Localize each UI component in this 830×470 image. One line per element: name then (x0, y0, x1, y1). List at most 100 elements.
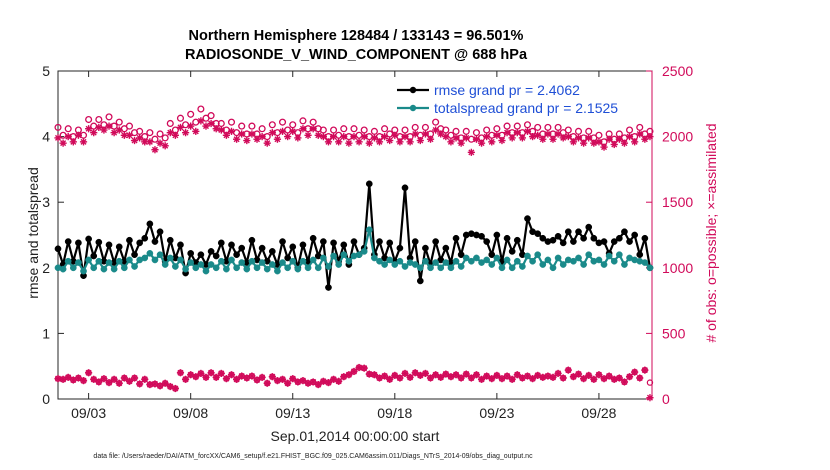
series-rmse-point (615, 234, 623, 242)
series-rmse-point (64, 238, 72, 245)
series-assimilated-obs (54, 117, 654, 156)
assimilated-obs-point (391, 131, 399, 139)
series-totalspread-point (325, 263, 332, 270)
possible-obs-point (350, 125, 358, 133)
series-rmse-point (416, 277, 424, 285)
data-file-footnote: data file: /Users/raeder/DAI/ATM_forcXX/… (93, 453, 533, 460)
series-totalspread-point (75, 259, 82, 266)
assimilated-obs-point (202, 122, 210, 130)
possible-obs-point (472, 129, 481, 137)
series-rmse-point (350, 238, 358, 245)
series-rmse-point (299, 241, 307, 249)
series-rmse-point (126, 236, 133, 244)
legend-rmse-marker (409, 86, 417, 94)
assimilated-obs-lower-point (79, 377, 88, 385)
assimilated-obs-lower-point (233, 375, 241, 383)
series-rmse-point (483, 238, 491, 245)
assimilated-obs-point (523, 127, 532, 135)
assimilated-obs-point (156, 139, 164, 147)
series-totalspread-point (146, 250, 154, 257)
series-rmse-point (478, 232, 485, 240)
series-totalspread-point (279, 259, 286, 266)
assimilated-obs-lower-point (156, 382, 164, 390)
series-totalspread-point (131, 263, 138, 270)
assimilated-obs-point (130, 136, 139, 145)
assimilated-obs-lower-point (508, 375, 516, 383)
assimilated-obs-point (222, 131, 231, 139)
series-totalspread-point (401, 263, 409, 270)
series-rmse-point (207, 248, 215, 255)
possible-obs-point (258, 125, 266, 133)
assimilated-obs-point (171, 131, 179, 139)
assimilated-obs-point (544, 130, 552, 138)
possible-obs-point (217, 119, 225, 128)
assimilated-obs-lower-point (171, 384, 179, 393)
assimilated-obs-point (115, 126, 123, 134)
series-totalspread-point (284, 264, 291, 272)
assimilated-obs-lower-point (217, 369, 225, 378)
series-rmse-point (401, 184, 409, 192)
assimilated-obs-point (564, 133, 572, 141)
series-totalspread-point (432, 259, 439, 266)
series-totalspread-point (187, 259, 195, 266)
series-totalspread-point (320, 254, 327, 262)
y-tick-label-right: 500 (662, 325, 686, 341)
possible-obs-point (268, 121, 276, 129)
assimilated-obs-lower-point (554, 369, 562, 378)
assimilated-obs-lower-point (544, 372, 552, 380)
possible-obs-point (411, 123, 419, 131)
assimilated-obs-point (212, 125, 220, 133)
assimilated-obs-lower-point (528, 375, 537, 383)
series-rmse-point (95, 238, 103, 246)
assimilated-obs-lower-point (462, 370, 470, 378)
series-totalspread-point (600, 261, 608, 268)
assimilated-obs-point (238, 130, 246, 138)
series-totalspread-point (294, 265, 302, 273)
assimilated-obs-lower-point (268, 373, 276, 381)
series-rmse-point (534, 230, 542, 238)
possible-obs-point (95, 115, 103, 124)
assimilated-obs-point (64, 133, 72, 141)
possible-obs-point (125, 122, 133, 130)
series-rmse-point (493, 231, 501, 239)
assimilated-obs-point (207, 119, 215, 128)
possible-obs-point (421, 123, 429, 131)
series-rmse-point (580, 234, 587, 242)
assimilated-obs-point (166, 129, 174, 137)
series-totalspread-point (151, 256, 159, 264)
series-rmse-point (54, 245, 62, 253)
series-rmse-point (524, 215, 531, 222)
assimilated-obs-lower-point (136, 380, 144, 388)
series-totalspread-point (223, 265, 230, 273)
legend-spread-marker (409, 104, 417, 112)
assimilated-obs-lower-point (549, 373, 557, 381)
x-axis-label: Sep.01,2014 00:00:00 start (271, 428, 440, 444)
assimilated-obs-point (263, 139, 271, 147)
series-rmse-point (610, 238, 618, 245)
assimilated-obs-lower-point (181, 375, 190, 383)
assimilated-obs-point (258, 133, 266, 141)
possible-obs-point (227, 118, 236, 126)
y-tick-label-right: 1000 (662, 260, 693, 276)
assimilated-obs-point (253, 135, 261, 143)
assimilated-obs-point (335, 138, 343, 146)
assimilated-obs-point (411, 130, 419, 138)
assimilated-obs-lower-point (610, 375, 618, 383)
series-rmse-point (141, 234, 149, 242)
x-tick-label: 09/28 (581, 405, 616, 421)
assimilated-obs-point (100, 126, 108, 134)
series-rmse-point (396, 244, 404, 252)
assimilated-obs-point (187, 122, 195, 130)
series-rmse-point (166, 236, 174, 244)
series-totalspread-point (570, 257, 577, 265)
assimilated-obs-lower-point (580, 375, 588, 383)
series-totalspread-point (539, 261, 547, 268)
assimilated-obs-point (248, 130, 256, 138)
series-rmse-point (386, 239, 394, 247)
assimilated-obs-lower-point (130, 374, 139, 382)
possible-obs-point (442, 126, 450, 134)
series-rmse-point (146, 220, 154, 228)
assimilated-obs-lower-point (350, 367, 358, 376)
assimilated-obs-point (646, 133, 654, 141)
